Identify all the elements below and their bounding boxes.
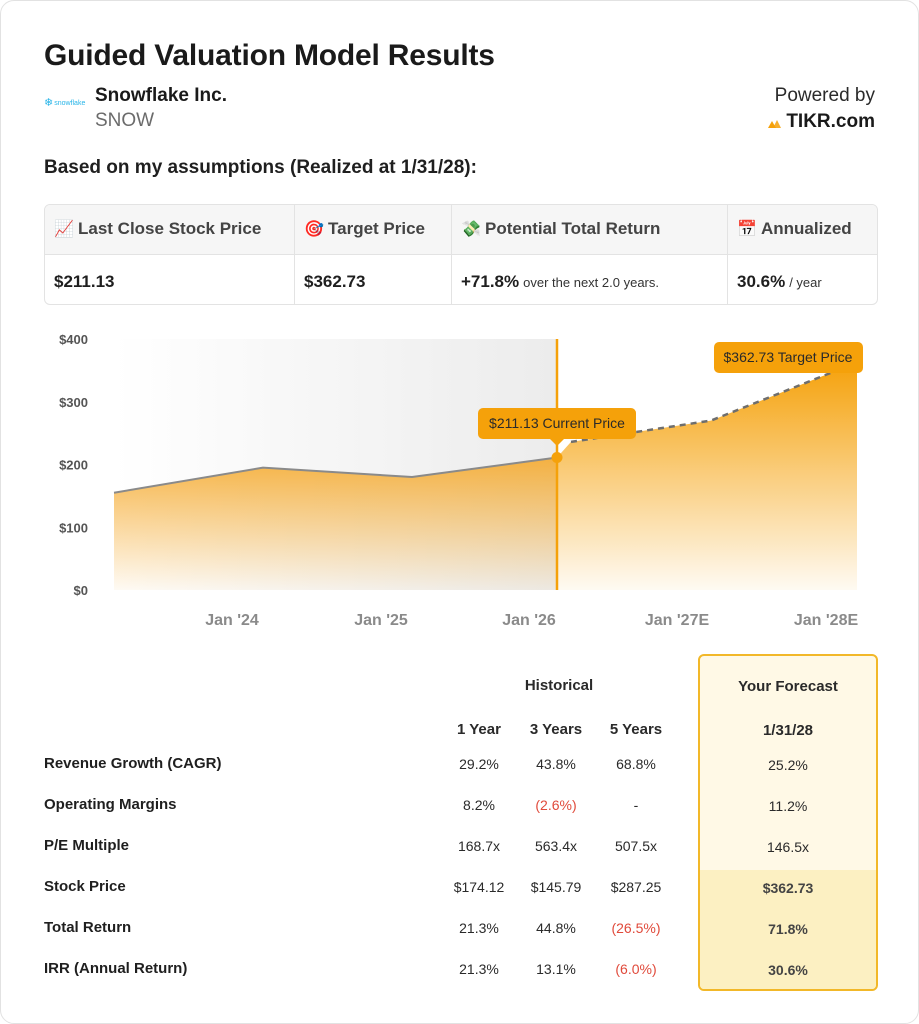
table-cell: 44.8% (536, 920, 576, 936)
target-price-callout (714, 342, 863, 373)
summary-label: Annualized (761, 219, 852, 238)
table-cell: 68.8% (616, 756, 656, 772)
summary-col-annualized: 📅 Annualized 30.6% / year (728, 205, 877, 304)
table-cell: 563.4x (534, 838, 578, 854)
summary-col-total-return: 💸 Potential Total Return +71.8% over the n… (452, 205, 728, 304)
summary-table: 📈 Last Close Stock Price $211.13 🎯 Target … (44, 204, 878, 305)
table-cell: - (633, 797, 639, 813)
chart-up-icon: 📈 (54, 221, 74, 238)
summary-value: +71.8% (461, 272, 520, 291)
y-tick-label: $200 (59, 458, 88, 473)
x-tick-label: Jan '27E (645, 612, 710, 629)
col-header-forecast: 1/31/28 (762, 722, 814, 739)
current-price-marker (551, 452, 563, 464)
summary-value: $211.13 (54, 272, 115, 291)
current-price-callout (478, 408, 636, 439)
calendar-icon: 📅 (737, 221, 757, 238)
table-cell: 21.3% (459, 920, 499, 936)
tikr-brand-text: TIKR.com (786, 111, 875, 132)
table-cell: 21.3% (459, 961, 499, 977)
col-header-5y: 5 Years (609, 721, 663, 738)
row-label: Total Return (44, 919, 132, 936)
tikr-logo-icon (768, 119, 782, 128)
x-tick-label: Jan '28E (794, 612, 859, 629)
money-icon: 💸 (461, 221, 481, 238)
target-price-label: $362.73 Target Price (724, 349, 853, 365)
company-name: Snowflake Inc. (95, 85, 227, 106)
assumptions-heading: Based on my assumptions (Realized at 1/3… (44, 157, 477, 178)
forecast-column-box (698, 654, 878, 991)
historical-line (113, 456, 558, 494)
forecast-cell: 11.2% (768, 798, 808, 814)
summary-label: Last Close Stock Price (78, 219, 262, 238)
snowflake-logo-icon: ❄ snowflake (44, 96, 86, 109)
price-chart: $400 $300 $200 $100 $0 Jan '24 Jan '25 Jan '26 J… (1, 321, 919, 641)
summary-sub: over the next 2.0 years. (523, 275, 659, 290)
page-title: Guided Valuation Model Results (44, 39, 495, 72)
y-tick-label: $300 (59, 395, 88, 410)
forecast-cell: 25.2% (768, 757, 808, 773)
tikr-brand[interactable]: TIKR.com (768, 111, 875, 133)
target-icon: 🎯 (304, 221, 324, 238)
historical-area (114, 457, 557, 590)
row-label: P/E Multiple (44, 837, 130, 854)
col-header-1y: 1 Year (457, 721, 501, 738)
forecast-cell: 71.8% (768, 921, 808, 937)
table-cell: (2.6%) (535, 797, 577, 813)
summary-label: Potential Total Return (485, 219, 661, 238)
company-ticker: SNOW (95, 110, 155, 131)
current-price-callout-tail (550, 439, 564, 446)
logo-text: snowflake (54, 99, 86, 107)
forecast-highlight (700, 870, 876, 989)
table-cell: $287.25 (610, 879, 662, 895)
y-tick-label: $400 (59, 332, 88, 347)
metrics-table: Historical Your Forecast 1 Year 3 Years … (1, 651, 919, 1001)
x-tick-label: Jan '25 (354, 612, 408, 629)
table-cell: 29.2% (459, 756, 499, 772)
y-tick-label: $0 (74, 583, 88, 598)
row-label: Revenue Growth (CAGR) (44, 755, 222, 772)
historical-header: Historical (524, 677, 594, 694)
x-tick-label: Jan '24 (205, 612, 259, 629)
forecast-header: Your Forecast (738, 678, 838, 695)
summary-col-target: 🎯 Target Price $362.73 (295, 205, 452, 304)
table-cell: $145.79 (530, 879, 582, 895)
summary-value: $362.73 (304, 272, 366, 291)
y-tick-label: $100 (59, 520, 88, 535)
table-cell: 43.8% (536, 756, 576, 772)
col-header-3y: 3 Years (529, 721, 583, 738)
forecast-cell: 30.6% (768, 962, 808, 978)
summary-col-last-close: 📈 Last Close Stock Price $211.13 (45, 205, 295, 304)
row-label: Operating Margins (44, 796, 177, 813)
summary-sub: / year (789, 275, 822, 290)
price-chart-svg: $400 $300 $200 $100 $0 Jan '24 Jan '25 Jan '26 J… (59, 332, 863, 629)
forecast-area (557, 362, 857, 590)
forecast-cell: 146.5x (766, 839, 810, 855)
forecast-cell: $362.73 (762, 880, 814, 896)
table-cell: (26.5%) (611, 920, 661, 936)
powered-by-label: Powered by (774, 85, 875, 106)
table-cell: (6.0%) (615, 961, 657, 977)
table-cell: 507.5x (614, 838, 658, 854)
table-cell: $174.12 (453, 879, 505, 895)
summary-value: 30.6% (737, 272, 786, 291)
summary-header-row (45, 205, 877, 255)
row-label: IRR (Annual Return) (44, 960, 188, 977)
current-price-label: $211.13 Current Price (489, 415, 625, 431)
table-cell: 168.7x (457, 838, 501, 854)
summary-label: Target Price (328, 219, 426, 238)
powered-by: Powered by TIKR.com (768, 85, 875, 133)
table-cell: 8.2% (463, 797, 495, 813)
table-cell: 13.1% (536, 961, 576, 977)
x-tick-label: Jan '26 (502, 612, 556, 629)
row-label: Stock Price (44, 878, 126, 895)
